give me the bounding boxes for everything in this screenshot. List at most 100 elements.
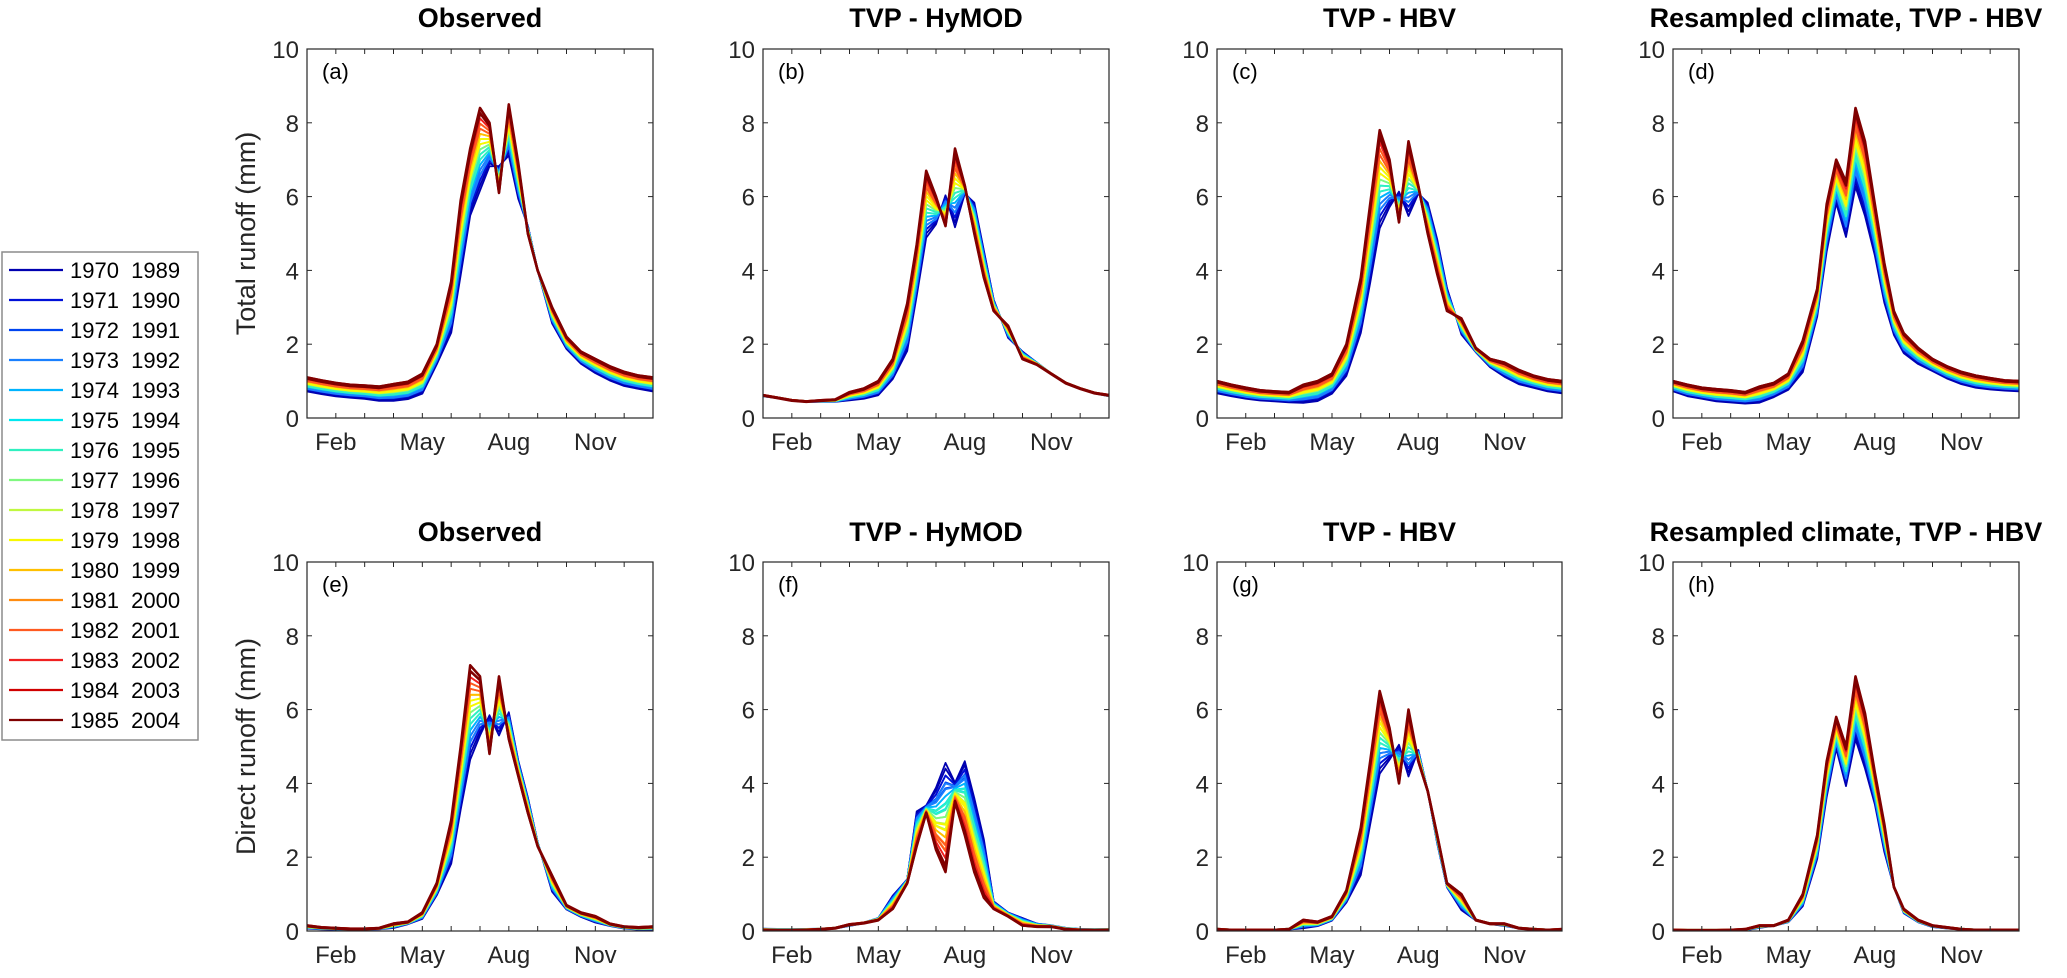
series-group (763, 760, 1109, 931)
series-line (307, 705, 653, 930)
series-line (307, 712, 653, 931)
x-tick-label: Aug (1397, 942, 1440, 969)
series-line (307, 715, 653, 930)
series-line (307, 708, 653, 930)
series-line (763, 794, 1109, 931)
x-tick-label: May (1766, 429, 1811, 456)
series-line (1673, 699, 2019, 931)
series-line (307, 708, 653, 930)
x-tick-label: Aug (487, 429, 530, 456)
series-group (1673, 106, 2019, 405)
panel-title: Observed (418, 517, 543, 547)
series-line (1673, 687, 2019, 931)
x-tick-label: Aug (943, 942, 986, 969)
y-tick-label: 6 (286, 185, 299, 212)
series-line (307, 716, 653, 930)
series-line (763, 152, 1109, 403)
y-tick-label: 4 (742, 258, 755, 285)
y-tick-label: 6 (1652, 698, 1665, 725)
x-tick-label: Aug (487, 942, 530, 969)
panel-label: (h) (1688, 572, 1715, 597)
x-tick-label: Feb (771, 429, 812, 456)
panel-label: (e) (322, 572, 349, 597)
panel-title: TVP - HBV (1323, 3, 1456, 33)
y-tick-label: 6 (1196, 698, 1209, 725)
x-tick-label: Aug (1853, 429, 1896, 456)
x-tick-label: May (400, 942, 445, 969)
y-tick-label: 10 (272, 550, 299, 577)
x-tick-label: Feb (771, 942, 812, 969)
series-line (763, 800, 1109, 931)
legend-label: 1970 1989 (70, 258, 180, 283)
y-axis-label: Direct runoff (mm) (231, 638, 261, 855)
panel-title: Resampled climate, TVP - HBV (1650, 3, 2043, 33)
series-line (1217, 736, 1562, 931)
x-tick-label: May (1309, 942, 1354, 969)
series-line (1673, 687, 2019, 931)
series-line (1217, 731, 1562, 931)
legend-entry: 1972 1991 (9, 318, 180, 343)
legend-entry: 1974 1993 (9, 378, 180, 403)
y-tick-label: 10 (728, 37, 755, 64)
series-line (1673, 171, 2019, 403)
series-line (763, 794, 1109, 931)
series-line (1217, 748, 1562, 931)
series-line (763, 799, 1109, 931)
y-axis-label: Total runoff (mm) (231, 132, 261, 336)
series-group (1673, 675, 2019, 931)
legend-label: 1975 1994 (70, 408, 180, 433)
x-tick-label: May (400, 429, 445, 456)
series-line (763, 192, 1109, 403)
series-line (307, 716, 653, 930)
series-line (1217, 750, 1562, 931)
series-line (1673, 683, 2019, 931)
series-group (763, 147, 1109, 404)
y-tick-label: 10 (1638, 550, 1665, 577)
series-line (1217, 743, 1562, 931)
series-line (1217, 694, 1562, 931)
series-line (1217, 750, 1562, 931)
legend-entry: 1980 1999 (9, 558, 180, 583)
legend-entry: 1970 1989 (9, 258, 180, 283)
axes-box (762, 48, 1110, 419)
x-tick-label: Feb (1681, 942, 1722, 969)
x-tick-label: Nov (1940, 942, 1983, 969)
x-tick-label: Nov (1030, 942, 1073, 969)
y-tick-label: 2 (1196, 845, 1209, 872)
axes-box (306, 561, 654, 932)
x-tick-label: Aug (1397, 429, 1440, 456)
series-line (307, 135, 653, 397)
panel-title: TVP - HyMOD (849, 517, 1023, 547)
series-line (307, 669, 653, 931)
panel-e: Observed Feb May Aug Nov 0 2 4 6 8 10 (e) Direct run… (231, 517, 654, 969)
series-line (307, 126, 653, 394)
y-tick-label: 10 (1182, 37, 1209, 64)
series-line (1673, 679, 2019, 931)
legend: 1970 1989 1971 1990 1972 1991 1973 1992 1974… (1, 251, 199, 741)
series-line (763, 147, 1109, 403)
series-line (1673, 699, 2019, 931)
y-tick-label: 10 (272, 37, 299, 64)
x-tick-label: Feb (1681, 429, 1722, 456)
y-tick-label: 0 (1196, 919, 1209, 946)
x-tick-label: Feb (1225, 429, 1266, 456)
legend-label: 1983 2002 (70, 648, 180, 673)
legend-entry: 1984 2003 (9, 678, 180, 703)
x-tick-label: Nov (574, 429, 617, 456)
series-line (763, 167, 1109, 403)
series-line (307, 711, 653, 931)
series-line (1673, 117, 2019, 395)
series-line (763, 778, 1109, 931)
legend-label: 1981 2000 (70, 588, 180, 613)
series-line (1673, 695, 2019, 931)
y-tick-label: 4 (742, 771, 755, 798)
series-line (1217, 745, 1562, 931)
series-line (1673, 121, 2019, 395)
y-tick-label: 6 (1652, 185, 1665, 212)
y-tick-label: 4 (1652, 258, 1665, 285)
series-line (1673, 126, 2019, 397)
series-line (1673, 111, 2019, 395)
legend-label: 1973 1992 (70, 348, 180, 373)
y-tick-label: 2 (1652, 845, 1665, 872)
series-line (763, 796, 1109, 931)
